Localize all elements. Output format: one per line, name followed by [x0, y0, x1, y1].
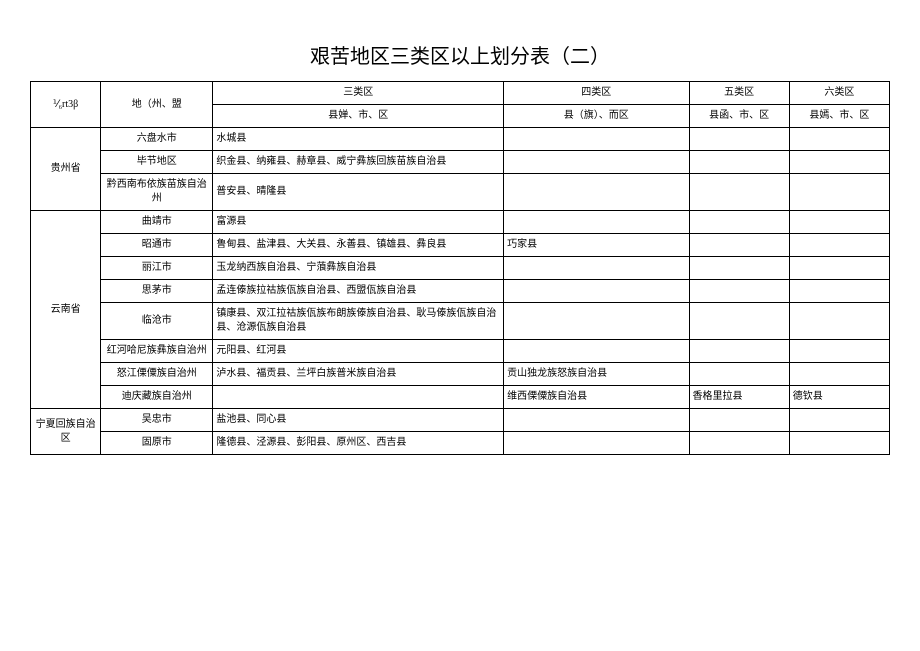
cell-c3: 泸水县、福贡县、兰坪白族普米族自治县: [213, 363, 504, 386]
cell-c5: [689, 340, 789, 363]
cell-c4: [504, 257, 689, 280]
city-cell: 迪庆藏族自治州: [101, 386, 213, 409]
cell-c4: 贡山独龙族怒族自治县: [504, 363, 689, 386]
cell-c4: [504, 211, 689, 234]
cell-c6: [789, 211, 889, 234]
cell-c5: [689, 211, 789, 234]
cell-c4: [504, 432, 689, 455]
header-cat5-top: 五类区: [689, 82, 789, 105]
header-cat4-sub: 县（旗）、而区: [504, 105, 689, 128]
cell-c4: [504, 174, 689, 211]
cell-c3: 富源县: [213, 211, 504, 234]
cell-c6: [789, 303, 889, 340]
cell-c3: 孟连傣族拉祜族佤族自治县、西盟佤族自治县: [213, 280, 504, 303]
cell-c5: [689, 432, 789, 455]
table-row: 云南省曲靖市富源县: [31, 211, 890, 234]
cell-c3: [213, 386, 504, 409]
header-cat6-top: 六类区: [789, 82, 889, 105]
cell-c4: [504, 151, 689, 174]
cell-c5: [689, 234, 789, 257]
cell-c6: [789, 151, 889, 174]
cell-c5: [689, 363, 789, 386]
table-row: 临沧市镇康县、双江拉祜族佤族布朗族傣族自治县、耿马傣族佤族自治县、沧源佤族自治县: [31, 303, 890, 340]
cell-c3: 盐池县、同心县: [213, 409, 504, 432]
table-row: 黔西南布依族苗族自治州普安县、晴隆县: [31, 174, 890, 211]
cell-c5: [689, 128, 789, 151]
cell-c6: [789, 257, 889, 280]
cell-c6: [789, 363, 889, 386]
cell-c5: [689, 409, 789, 432]
cell-c6: [789, 409, 889, 432]
city-cell: 昭通市: [101, 234, 213, 257]
city-cell: 曲靖市: [101, 211, 213, 234]
table-row: 宁夏回族自治区吴忠市盐池县、同心县: [31, 409, 890, 432]
cell-c5: [689, 174, 789, 211]
cell-c3: 元阳县、红河县: [213, 340, 504, 363]
cell-c6: [789, 128, 889, 151]
cell-c6: [789, 280, 889, 303]
header-cat3-top: 三类区: [213, 82, 504, 105]
cell-c6: [789, 234, 889, 257]
table-row: 固原市隆德县、泾源县、彭阳县、原州区、西吉县: [31, 432, 890, 455]
cell-c3: 普安县、晴隆县: [213, 174, 504, 211]
cell-c3: 玉龙纳西族自治县、宁蒗彝族自治县: [213, 257, 504, 280]
cell-c4: [504, 340, 689, 363]
table-row: 毕节地区织金县、纳雍县、赫章县、威宁彝族回族苗族自治县: [31, 151, 890, 174]
header-col1: ⅟₆rt3β: [31, 82, 101, 128]
city-cell: 红河哈尼族彝族自治州: [101, 340, 213, 363]
city-cell: 黔西南布依族苗族自治州: [101, 174, 213, 211]
city-cell: 临沧市: [101, 303, 213, 340]
cell-c5: [689, 280, 789, 303]
header-cat6-sub: 县嫣、市、区: [789, 105, 889, 128]
cell-c6: 德钦县: [789, 386, 889, 409]
cell-c5: [689, 257, 789, 280]
header-cat4-top: 四类区: [504, 82, 689, 105]
province-cell: 宁夏回族自治区: [31, 409, 101, 455]
cell-c4: [504, 303, 689, 340]
table-header: ⅟₆rt3β 地（州、盟 三类区 四类区 五类区 六类区 县婵、市、区 县（旗）…: [31, 82, 890, 128]
table-row: 思茅市孟连傣族拉祜族佤族自治县、西盟佤族自治县: [31, 280, 890, 303]
table-row: 迪庆藏族自治州 维西傈僳族自治县香格里拉县德钦县: [31, 386, 890, 409]
table-body: 贵州省六盘水市水城县毕节地区织金县、纳雍县、赫章县、威宁彝族回族苗族自治县黔西南…: [31, 128, 890, 455]
city-cell: 吴忠市: [101, 409, 213, 432]
cell-c3: 镇康县、双江拉祜族佤族布朗族傣族自治县、耿马傣族佤族自治县、沧源佤族自治县: [213, 303, 504, 340]
table-row: 贵州省六盘水市水城县: [31, 128, 890, 151]
city-cell: 怒江傈僳族自治州: [101, 363, 213, 386]
cell-c4: [504, 409, 689, 432]
cell-c5: [689, 303, 789, 340]
table-row: 红河哈尼族彝族自治州元阳县、红河县: [31, 340, 890, 363]
header-col2: 地（州、盟: [101, 82, 213, 128]
cell-c5: 香格里拉县: [689, 386, 789, 409]
city-cell: 思茅市: [101, 280, 213, 303]
header-cat5-sub: 县函、市、区: [689, 105, 789, 128]
cell-c5: [689, 151, 789, 174]
cell-c3: 隆德县、泾源县、彭阳县、原州区、西吉县: [213, 432, 504, 455]
cell-c6: [789, 174, 889, 211]
cell-c6: [789, 340, 889, 363]
table-row: 昭通市鲁甸县、盐津县、大关县、永善县、镇雄县、彝良县巧家县: [31, 234, 890, 257]
cell-c3: 织金县、纳雍县、赫章县、威宁彝族回族苗族自治县: [213, 151, 504, 174]
header-cat3-sub: 县婵、市、区: [213, 105, 504, 128]
cell-c3: 水城县: [213, 128, 504, 151]
table-row: 怒江傈僳族自治州泸水县、福贡县、兰坪白族普米族自治县贡山独龙族怒族自治县: [31, 363, 890, 386]
cell-c6: [789, 432, 889, 455]
province-cell: 云南省: [31, 211, 101, 409]
city-cell: 固原市: [101, 432, 213, 455]
table-row: 丽江市玉龙纳西族自治县、宁蒗彝族自治县: [31, 257, 890, 280]
cell-c4: 巧家县: [504, 234, 689, 257]
cell-c3: 鲁甸县、盐津县、大关县、永善县、镇雄县、彝良县: [213, 234, 504, 257]
city-cell: 毕节地区: [101, 151, 213, 174]
cell-c4: [504, 280, 689, 303]
city-cell: 丽江市: [101, 257, 213, 280]
city-cell: 六盘水市: [101, 128, 213, 151]
cell-c4: [504, 128, 689, 151]
classification-table: ⅟₆rt3β 地（州、盟 三类区 四类区 五类区 六类区 县婵、市、区 县（旗）…: [30, 81, 890, 455]
cell-c4: 维西傈僳族自治县: [504, 386, 689, 409]
province-cell: 贵州省: [31, 128, 101, 211]
page-title: 艰苦地区三类区以上划分表（二）: [30, 40, 890, 69]
